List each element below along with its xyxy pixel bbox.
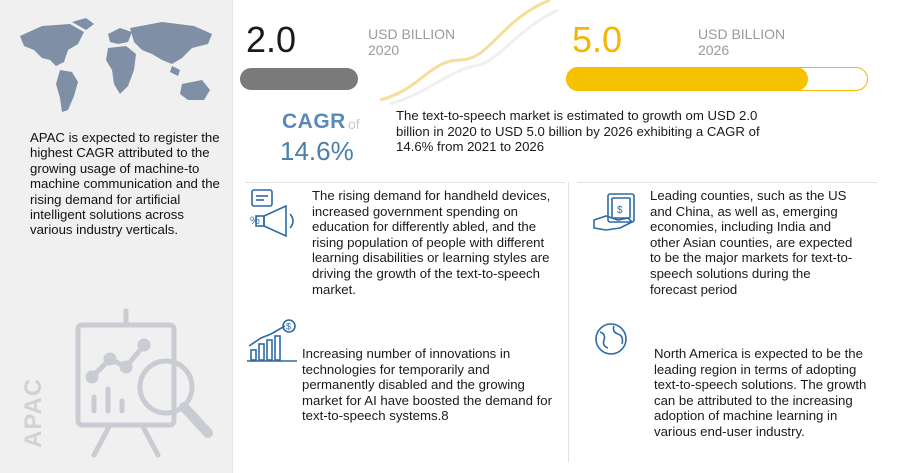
- cagr-value: 14.6%: [280, 136, 354, 166]
- unit-text-2026: USD BILLION: [698, 26, 786, 42]
- innovations-text: Increasing number of innovations in tech…: [302, 346, 552, 424]
- market-summary: The text-to-speech market is estimated t…: [396, 108, 760, 155]
- divider-left: [245, 182, 565, 183]
- bar-2026-fill: [566, 67, 808, 91]
- rising-demand-text: The rising demand for handheld devices, …: [312, 188, 551, 297]
- divider-right: [577, 182, 877, 183]
- apac-description: APAC is expected to register the highest…: [30, 130, 220, 238]
- year-text-2026: 2026: [698, 42, 730, 58]
- presentation-chart-icon: [75, 308, 213, 458]
- growth-swoosh-decoration: [380, 0, 559, 105]
- unit-label-2026: USD BILLION 2026: [698, 26, 785, 58]
- cagr-of-text: of: [348, 116, 360, 132]
- market-value-2020: 2.0: [246, 19, 297, 60]
- cagr-label: CAGR: [282, 110, 346, 133]
- year-text-2020: 2020: [368, 42, 400, 58]
- north-america-text: North America is expected to be the lead…: [654, 346, 867, 439]
- market-value-2026: 5.0: [572, 19, 623, 60]
- growth-chart-icon: $: [247, 319, 297, 362]
- divider-vertical: [568, 182, 569, 462]
- svg-text:$: $: [617, 205, 623, 216]
- sidebar-divider: [232, 0, 233, 473]
- money-hand-icon: $: [593, 193, 635, 231]
- unit-label-2020: USD BILLION 2020: [368, 26, 455, 58]
- unit-text-2020: USD BILLION: [368, 26, 456, 42]
- world-map-icon: [20, 18, 212, 112]
- megaphone-icon: %: [250, 189, 294, 238]
- bar-2020: [240, 68, 358, 90]
- svg-text:$: $: [286, 322, 291, 332]
- svg-text:%: %: [250, 215, 260, 227]
- globe-icon: [595, 323, 627, 355]
- region-label: APAC: [20, 377, 47, 448]
- leading-countries-text: Leading counties, such as the US and Chi…: [650, 188, 853, 297]
